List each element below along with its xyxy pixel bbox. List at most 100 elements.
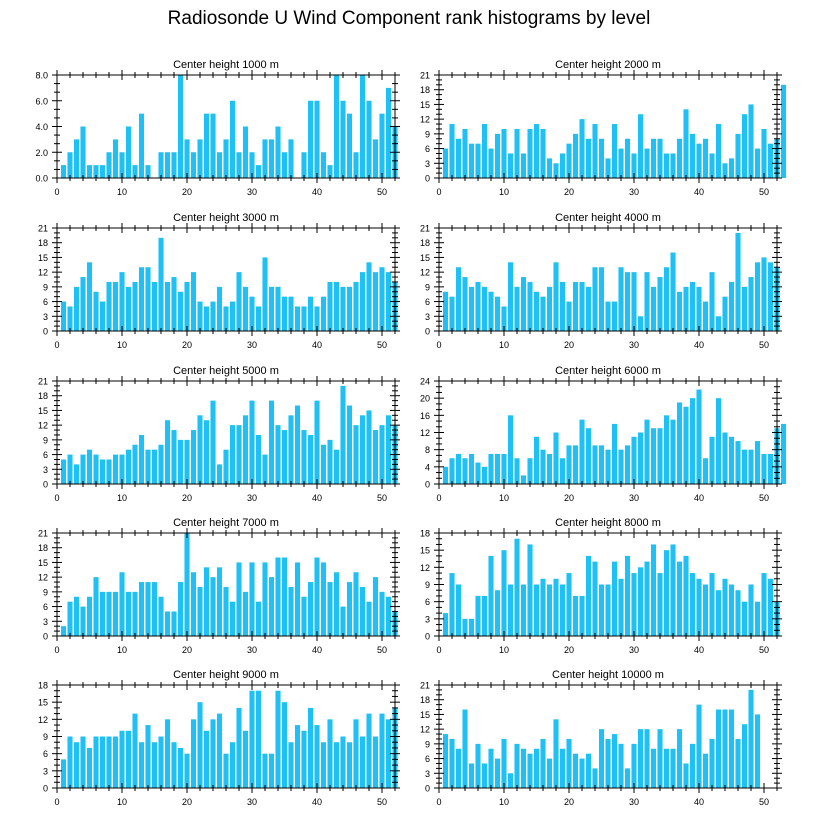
histogram-bar	[106, 459, 112, 484]
histogram-bar	[60, 301, 67, 331]
histogram-bar	[475, 143, 481, 178]
histogram-bar	[533, 748, 540, 788]
histogram-bar	[611, 124, 618, 178]
y-tick-label: 12	[420, 428, 430, 438]
histogram-bar	[158, 152, 164, 178]
histogram-bar	[449, 458, 455, 484]
x-tick-label: 10	[499, 187, 509, 197]
histogram-bar	[229, 301, 236, 331]
histogram-bar	[216, 713, 223, 788]
x-tick-label: 20	[182, 187, 192, 197]
histogram-bar	[281, 430, 288, 484]
histogram-bar	[715, 124, 722, 178]
histogram-bar	[741, 114, 748, 178]
histogram-bar	[359, 75, 366, 178]
histogram-bar	[475, 743, 481, 788]
histogram-bar	[307, 100, 314, 178]
histogram-bar	[314, 306, 320, 331]
x-tick-label: 40	[312, 645, 322, 655]
histogram-bar	[242, 415, 249, 484]
histogram-bar	[462, 277, 468, 331]
histogram-bar	[366, 410, 372, 484]
histogram-bar	[481, 763, 488, 788]
x-tick-label: 0	[54, 187, 59, 197]
histogram-bar	[657, 428, 663, 484]
histogram-bar	[579, 758, 585, 788]
histogram-bar	[346, 286, 353, 331]
histogram-bar	[145, 267, 151, 331]
x-tick-label: 0	[54, 645, 59, 655]
histogram-bar	[670, 544, 676, 636]
x-tick-label: 40	[694, 340, 704, 350]
x-tick-label: 40	[312, 340, 322, 350]
histogram-bar	[60, 165, 67, 179]
histogram-bar	[767, 453, 774, 484]
histogram-bar	[210, 577, 216, 636]
histogram-bar	[93, 165, 99, 179]
y-tick-label: 12	[420, 268, 430, 278]
histogram-bar	[223, 753, 229, 788]
histogram-bar	[327, 719, 333, 788]
histogram-bar	[268, 139, 275, 179]
histogram-bar	[455, 453, 462, 484]
histogram-bar	[702, 301, 709, 331]
histogram-bar	[99, 301, 106, 331]
histogram-bar	[644, 561, 650, 636]
histogram-bar	[715, 398, 722, 484]
histogram-bar	[637, 432, 644, 484]
subplot-title: Center height 5000 m	[173, 365, 279, 377]
y-tick-label: 18	[38, 238, 48, 248]
y-tick-label: 9	[43, 282, 48, 292]
histogram-bar	[585, 286, 592, 331]
histogram-bar	[346, 113, 353, 179]
histogram-bar	[314, 557, 320, 636]
y-tick-label: 4.0	[35, 122, 48, 132]
histogram-bar	[689, 743, 696, 788]
histogram-bar	[468, 286, 475, 331]
histogram-bar	[67, 306, 73, 331]
histogram-bar	[709, 272, 715, 331]
histogram-bar	[657, 138, 663, 178]
x-tick-label: 50	[759, 187, 769, 197]
histogram-bar	[119, 152, 125, 178]
histogram-bar	[475, 462, 481, 484]
histogram-bar	[112, 591, 119, 636]
histogram-bar	[366, 713, 372, 788]
histogram-bar	[631, 573, 637, 636]
histogram-bar	[442, 466, 449, 484]
histogram-bar	[442, 613, 449, 636]
histogram-bar	[488, 453, 494, 484]
histogram-bar	[475, 281, 481, 331]
histogram-bar	[657, 573, 663, 636]
histogram-bar	[494, 758, 501, 788]
histogram-bar	[507, 773, 514, 788]
histogram-bar	[249, 562, 255, 636]
histogram-bar	[353, 719, 359, 788]
histogram-bar	[741, 601, 748, 636]
subplot-title: Center height 8000 m	[555, 517, 661, 529]
histogram-bar	[385, 87, 392, 179]
histogram-bar	[566, 445, 572, 485]
y-tick-label: 15	[38, 406, 48, 416]
histogram-bar	[60, 459, 67, 484]
histogram-bar	[125, 730, 132, 788]
x-tick-label: 20	[182, 493, 192, 503]
x-tick-label: 30	[247, 645, 257, 655]
histogram-bar	[683, 555, 689, 636]
histogram-bar	[605, 158, 611, 178]
histogram-bar	[67, 152, 73, 178]
histogram-bar	[754, 601, 761, 636]
histogram-bar	[761, 128, 767, 178]
y-tick-label: 12	[38, 268, 48, 278]
histogram-bar	[455, 267, 462, 331]
histogram-bar	[702, 138, 709, 178]
histogram-bar	[223, 449, 229, 484]
histogram-bar	[520, 475, 527, 484]
histogram-bar	[722, 296, 728, 331]
subplot-title: Center height 9000 m	[173, 669, 279, 681]
histogram-bar	[177, 747, 184, 788]
histogram-bar	[689, 398, 696, 484]
histogram-bar	[288, 586, 294, 636]
histogram-bar	[307, 434, 314, 484]
histogram-bar	[86, 262, 93, 331]
